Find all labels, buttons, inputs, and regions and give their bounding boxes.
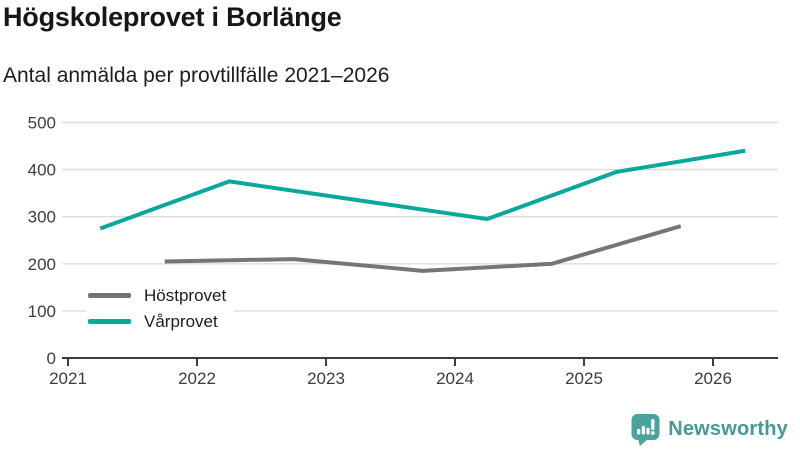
x-tick-label: 2022 [178,369,216,388]
y-tick-label: 200 [28,255,56,274]
y-tick-label: 100 [28,302,56,321]
x-tick-label: 2024 [436,369,474,388]
y-tick-label: 500 [28,114,56,133]
x-tick-label: 2026 [694,369,732,388]
legend-item-varprovet: Vårprovet [88,313,226,330]
y-tick-label: 300 [28,208,56,227]
chart-legend: Höstprovet Vårprovet [86,285,235,332]
x-tick-label: 2023 [307,369,345,388]
x-tick-label: 2025 [565,369,603,388]
legend-label: Vårprovet [144,312,218,331]
newsworthy-bars-icon [631,414,660,446]
legend-item-hostprovet: Höstprovet [88,287,226,304]
newsworthy-logo[interactable]: Newsworthy [631,413,788,446]
chart-subtitle: Antal anmälda per provtillfälle 2021–202… [3,64,390,87]
varprovet-line-swatch-icon [88,319,131,324]
legend-label: Höstprovet [144,286,227,305]
hostprovet-line-swatch-icon [88,293,131,298]
series-line-vrprovet [99,148,746,231]
series-line-hstprovet [164,224,682,273]
newsworthy-logo-text: Newsworthy [668,418,788,440]
y-tick-label: 400 [28,161,56,180]
chart-title: Högskoleprovet i Borlänge [3,2,342,32]
y-tick-label: 0 [47,349,56,368]
x-tick-label: 2021 [49,369,87,388]
